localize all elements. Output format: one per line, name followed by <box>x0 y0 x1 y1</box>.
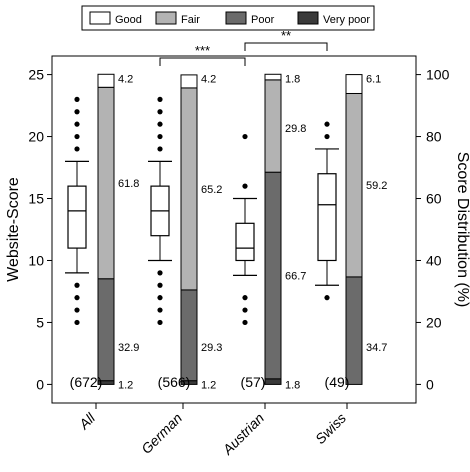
right-tick-label: 60 <box>426 191 442 207</box>
outlier-point <box>157 121 163 127</box>
outlier-point <box>242 319 248 326</box>
data-label-poor: 32.9 <box>118 342 139 354</box>
outlier-point <box>157 133 163 140</box>
left-tick-label: 10 <box>28 252 44 268</box>
outlier-point <box>74 109 80 115</box>
data-label-poor: 29.3 <box>201 342 222 354</box>
data-label-good: 4.2 <box>118 74 133 86</box>
left-tick-label: 0 <box>36 376 44 392</box>
data-label-fair: 59.2 <box>366 180 387 192</box>
dist-bar-poor <box>264 171 282 380</box>
outlier-point <box>157 282 163 288</box>
data-label-good: 6.1 <box>366 74 381 86</box>
outlier-point <box>74 282 80 288</box>
outlier-point <box>74 295 80 301</box>
significance-austrian-swiss-line <box>244 42 328 51</box>
legend-label-good: Good <box>115 14 142 26</box>
dist-bar-fair <box>180 87 198 291</box>
outlier-point <box>157 319 163 326</box>
right-tick-label: 80 <box>426 129 442 145</box>
data-label-fair: 61.8 <box>118 178 139 190</box>
dist-bar-good <box>264 73 282 81</box>
right-tick-label: 20 <box>426 314 442 330</box>
box-iqr <box>235 222 255 262</box>
significance-german-austrian-label: *** <box>195 43 210 58</box>
outlier-point <box>324 295 330 301</box>
significance-austrian-swiss-label: ** <box>281 28 291 43</box>
data-label-fair: 29.8 <box>285 123 306 135</box>
right-tick-label: 40 <box>426 252 442 268</box>
outlier-point <box>324 133 330 140</box>
left-tick-label: 15 <box>28 191 44 207</box>
legend-swatch-very-poor <box>297 11 319 25</box>
data-label-very-poor: 1.2 <box>201 379 216 391</box>
legend-swatch-good <box>89 11 111 25</box>
outlier-point <box>74 121 80 127</box>
significance-german-austrian-line <box>159 57 246 66</box>
outlier-point <box>324 121 330 127</box>
outlier-point <box>157 109 163 115</box>
box-iqr <box>317 173 337 262</box>
data-label-fair: 65.2 <box>201 184 222 196</box>
box-iqr <box>67 185 87 249</box>
outlier-point <box>74 319 80 326</box>
legend-label-very-poor: Very poor <box>323 14 370 26</box>
outlier-point <box>74 96 80 102</box>
data-label-good: 4.2 <box>201 74 216 86</box>
left-tick-label: 20 <box>28 129 44 145</box>
outlier-point <box>157 146 163 152</box>
sample-size-label: (672) <box>70 374 103 390</box>
category-label-all: All <box>75 409 99 433</box>
plot-frame <box>51 55 417 404</box>
dist-bar-fair <box>264 79 282 173</box>
dist-bar-very-poor <box>264 378 282 385</box>
sample-size-label: (57) <box>241 374 266 390</box>
sample-size-label: (566) <box>158 374 191 390</box>
data-label-poor: 34.7 <box>366 342 387 354</box>
outlier-point <box>74 146 80 152</box>
right-tick-label: 100 <box>426 67 450 83</box>
legend-swatch-poor <box>225 11 247 25</box>
legend-swatch-fair <box>155 11 177 25</box>
outlier-point <box>157 96 163 102</box>
dist-bar-good <box>97 73 115 88</box>
legend-label-fair: Fair <box>181 14 200 26</box>
category-label-austrian: Austrian <box>219 410 267 458</box>
left-tick-label: 25 <box>28 67 44 83</box>
outlier-point <box>242 183 248 189</box>
category-label-swiss: Swiss <box>312 410 349 447</box>
right-tick-label: 0 <box>426 376 434 392</box>
outlier-point <box>157 295 163 301</box>
data-label-poor: 66.7 <box>285 271 306 283</box>
data-label-very-poor: 1.8 <box>285 379 300 391</box>
legend-label-poor: Poor <box>251 14 275 26</box>
left-axis-label: Website-Score <box>5 177 22 282</box>
data-label-very-poor: 1.2 <box>118 379 133 391</box>
right-axis-label: Score Distribution (%) <box>454 152 470 308</box>
outlier-point <box>242 295 248 301</box>
dist-bar-poor <box>345 276 363 385</box>
outlier-point <box>157 270 163 276</box>
outlier-point <box>74 133 80 140</box>
dist-bar-good <box>180 74 198 89</box>
sample-size-label: (49) <box>325 374 350 390</box>
outlier-point <box>242 133 248 140</box>
left-tick-label: 5 <box>36 314 44 330</box>
dist-bar-fair <box>97 86 115 280</box>
dist-bar-good <box>345 74 363 94</box>
dist-bar-fair <box>345 92 363 278</box>
dist-bar-poor <box>97 278 115 382</box>
outlier-point <box>157 307 163 313</box>
data-label-good: 1.8 <box>285 74 300 86</box>
outlier-point <box>74 307 80 313</box>
outlier-point <box>242 307 248 313</box>
dist-bar-poor <box>180 289 198 382</box>
category-label-german: German <box>138 410 185 457</box>
